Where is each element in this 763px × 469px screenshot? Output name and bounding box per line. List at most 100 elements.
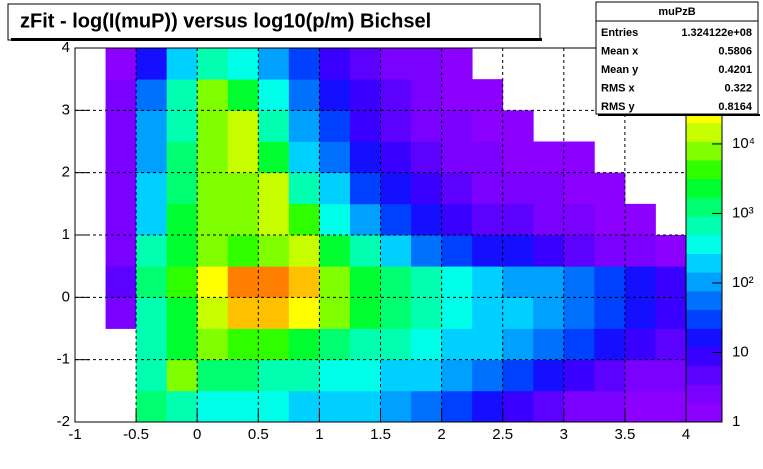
- stats-label: Entries: [601, 27, 638, 39]
- x-tick-label: 0.5: [248, 426, 269, 443]
- stats-value: 0.5806: [718, 45, 752, 57]
- heatmap-cell: [227, 328, 259, 361]
- heatmap-cell: [105, 141, 137, 174]
- heatmap-cell: [319, 203, 351, 236]
- heatmap-cell: [349, 359, 381, 392]
- x-tick-label: 3.5: [614, 426, 635, 443]
- stats-label: Mean y: [601, 64, 639, 76]
- heatmap-cell: [136, 297, 168, 329]
- x-tick-label: -1: [68, 426, 81, 443]
- heatmap-cell: [502, 235, 534, 267]
- stats-title: muPzB: [658, 6, 695, 18]
- heatmap-cell: [197, 390, 229, 423]
- heatmap-cell: [563, 141, 595, 174]
- heatmap-cell: [441, 297, 473, 329]
- heatmap-cell: [502, 297, 534, 329]
- heatmap-cell: [197, 172, 229, 205]
- heatmap-cell: [624, 390, 656, 423]
- heatmap-cell: [288, 141, 320, 174]
- heatmap-cell: [258, 297, 290, 329]
- heatmap-cell: [197, 328, 229, 361]
- heatmap-cell: [411, 328, 442, 361]
- heatmap-cell: [624, 203, 656, 236]
- heatmap-cell: [624, 359, 656, 392]
- heatmap-cell: [380, 203, 412, 236]
- heatmap-cell: [655, 297, 687, 329]
- heatmap-cell: [288, 390, 320, 423]
- heatmap-cell: [258, 79, 290, 111]
- heatmap-cell: [411, 235, 442, 267]
- heatmap-cell: [349, 390, 381, 423]
- heatmap-cell: [380, 359, 412, 392]
- heatmap-cell: [533, 297, 565, 329]
- stats-value: 1.324122e+08: [681, 27, 752, 39]
- heatmap-cell: [227, 141, 259, 174]
- heatmap-cell: [380, 110, 412, 142]
- heatmap-cell: [197, 110, 229, 142]
- heatmap-cell: [258, 203, 290, 236]
- heatmap-cell: [655, 235, 687, 267]
- heatmap-cell: [349, 203, 381, 236]
- heatmap-cell: [258, 266, 290, 298]
- heatmap-cell: [472, 203, 504, 236]
- heatmap-cell: [258, 359, 290, 392]
- heatmap-cell: [227, 266, 259, 298]
- heatmap-cell: [227, 110, 259, 142]
- heatmap-cell: [197, 203, 229, 236]
- heatmap-cell: [441, 359, 473, 392]
- heatmap-cell: [594, 203, 626, 236]
- heatmap-cell: [624, 266, 656, 298]
- heatmap-cell: [502, 390, 534, 423]
- title-shadow: [11, 38, 542, 41]
- heatmap-cell: [411, 359, 442, 392]
- heatmap-cell: [319, 390, 351, 423]
- heatmap-cell: [655, 390, 687, 423]
- heatmap-cell: [349, 328, 381, 361]
- heatmap-cell: [105, 79, 137, 111]
- heatmap-cell: [441, 266, 473, 298]
- heatmap-cell: [349, 141, 381, 174]
- heatmap-cell: [380, 328, 412, 361]
- colorbar-swatch: [686, 178, 722, 198]
- heatmap-cell: [349, 266, 381, 298]
- heatmap-cell: [349, 172, 381, 205]
- heatmap-cell: [288, 235, 320, 267]
- heatmap-cell: [472, 79, 504, 111]
- heatmap-cell: [197, 48, 229, 80]
- heatmap-cell: [472, 172, 504, 205]
- heatmap-cell: [136, 235, 168, 267]
- heatmap-cell: [349, 297, 381, 329]
- x-tick-label: 2: [437, 426, 445, 443]
- heatmap-cell: [563, 235, 595, 267]
- heatmap-cell: [594, 266, 626, 298]
- colorbar-swatch: [686, 272, 722, 292]
- heatmap-cell: [349, 110, 381, 142]
- heatmap-cell: [441, 328, 473, 361]
- colorbar-tick-label: 10²: [732, 274, 754, 291]
- heatmap-cell: [655, 266, 687, 298]
- heatmap-cell: [288, 203, 320, 236]
- heatmap-cell: [227, 48, 259, 80]
- heatmap-cell: [502, 110, 534, 142]
- heatmap-cell: [533, 390, 565, 423]
- heatmap-cell: [288, 266, 320, 298]
- heatmap-cell: [411, 390, 442, 423]
- heatmap-cell: [624, 297, 656, 329]
- heatmap-cell: [136, 266, 168, 298]
- colorbar-swatch: [686, 328, 722, 348]
- colorbar-swatch: [686, 160, 722, 180]
- heatmap-cell: [288, 297, 320, 329]
- stats-frame: [595, 1, 759, 115]
- heatmap-cell: [655, 359, 687, 392]
- heatmap-cell: [594, 328, 626, 361]
- heatmap-cell: [136, 48, 168, 80]
- heatmap-cell: [472, 297, 504, 329]
- x-tick-label: 1.5: [370, 426, 391, 443]
- heatmap-cell: [319, 266, 351, 298]
- heatmap-cell: [502, 266, 534, 298]
- heatmap-cell: [411, 266, 442, 298]
- chart-title: zFit - log(I(muP)) versus log10(p/m) Bic…: [20, 10, 431, 32]
- heatmap-cell: [441, 48, 473, 80]
- heatmap-cell: [472, 359, 504, 392]
- heatmap-cell: [411, 172, 442, 205]
